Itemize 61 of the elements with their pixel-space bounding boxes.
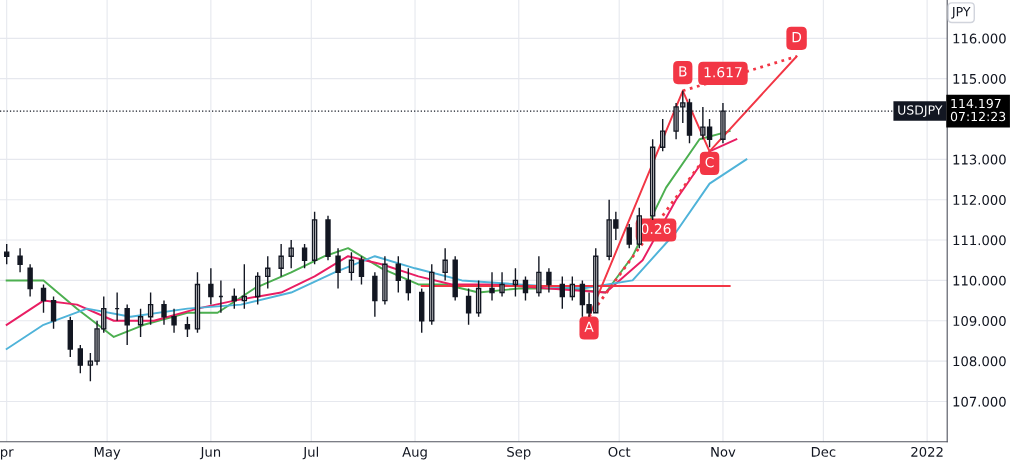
text: JPY xyxy=(951,7,971,19)
candlestick xyxy=(442,247,448,282)
candlestick xyxy=(512,267,519,298)
y-tick-label: 111.000 xyxy=(953,235,1006,246)
y-tick-label: 116.000 xyxy=(953,33,1006,44)
candlestick xyxy=(3,243,10,265)
x-tick-label: 2022 xyxy=(911,446,943,457)
candlestick xyxy=(405,267,412,302)
candlestick xyxy=(536,255,542,298)
x-tick-label: pr xyxy=(0,449,14,460)
candlestick xyxy=(184,316,191,338)
candlestick xyxy=(17,247,23,274)
y-tick-label: 109.000 xyxy=(953,315,1006,326)
y-tick-label: 112.000 xyxy=(953,194,1006,205)
y-tick-label: 107.000 xyxy=(953,396,1006,407)
annotation: 0.26 xyxy=(641,223,671,235)
candlestick xyxy=(452,255,458,302)
annotation: C xyxy=(705,156,714,168)
x-tick-label: Sep xyxy=(507,446,531,460)
annotation: 1.617 xyxy=(704,66,742,78)
candlestick xyxy=(499,271,505,298)
x-tick-label: Oct xyxy=(608,446,631,457)
candlestick xyxy=(137,307,144,338)
x-tick-label: Jun xyxy=(199,447,221,460)
candlestick xyxy=(208,267,214,306)
x-tick-label: Aug xyxy=(402,447,427,460)
x-tick-label: Nov xyxy=(711,447,736,457)
line-series xyxy=(5,158,748,350)
candlestick xyxy=(660,118,666,152)
candlestick xyxy=(559,275,565,310)
candlestick xyxy=(171,307,177,334)
candlestick xyxy=(325,215,331,261)
x-tick-label: May xyxy=(94,447,121,460)
candlestick xyxy=(489,271,495,302)
annotation: A xyxy=(584,321,594,332)
candlestick xyxy=(546,267,552,294)
candlestick xyxy=(382,255,388,306)
candlestick xyxy=(265,255,271,290)
text: 114.197 07:12:23 xyxy=(950,98,1006,122)
y-tick-label: 108.000 xyxy=(953,356,1006,367)
candlestick xyxy=(335,247,341,290)
candlestick xyxy=(241,263,248,310)
x-tick-label: Dec xyxy=(811,447,836,457)
annotation: B xyxy=(679,66,687,77)
x-tick-label: Jul xyxy=(302,446,318,460)
ref-line-label: USDJPY xyxy=(898,105,943,118)
y-tick-label: 115.000 xyxy=(953,73,1006,84)
candlestick xyxy=(27,263,33,298)
candlestick xyxy=(124,303,130,346)
candlestick xyxy=(372,271,378,318)
candlestick xyxy=(218,279,224,314)
candlestick xyxy=(161,299,167,326)
annotation: D xyxy=(792,32,802,43)
candlestick xyxy=(147,291,154,326)
candlestick xyxy=(231,287,237,310)
y-tick-label: 113.000 xyxy=(953,154,1006,165)
candlestick xyxy=(114,291,120,322)
candlestick xyxy=(278,243,284,278)
candlestick xyxy=(301,243,308,270)
y-tick-label: 110.000 xyxy=(953,275,1006,286)
candlestick xyxy=(288,239,294,270)
